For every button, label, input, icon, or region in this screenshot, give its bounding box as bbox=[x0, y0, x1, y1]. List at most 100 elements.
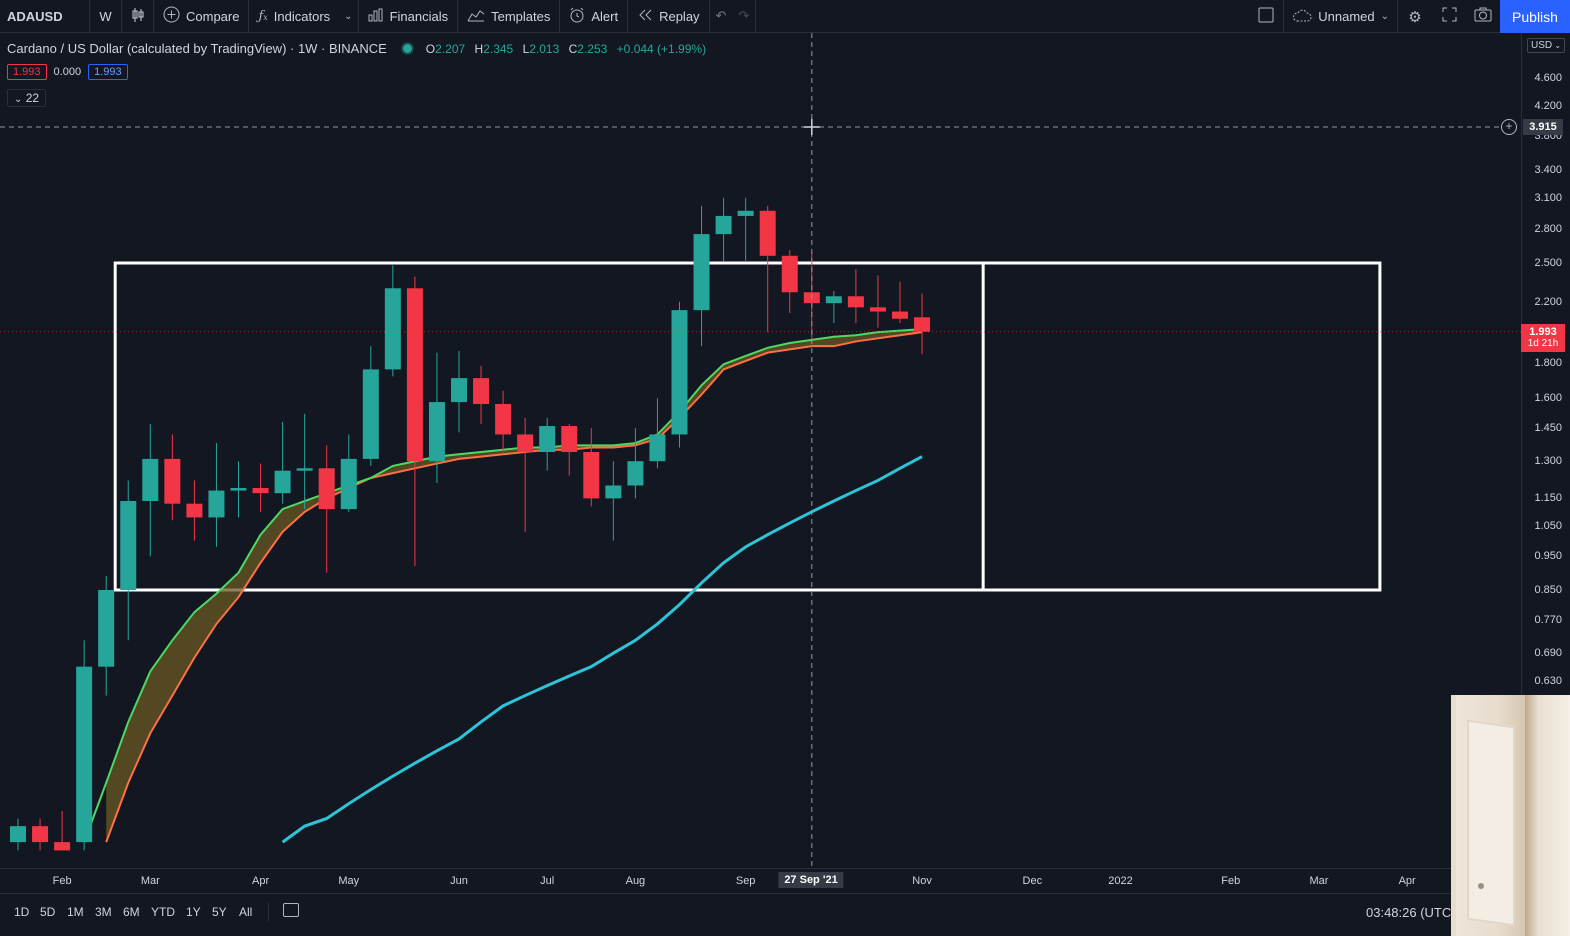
publish-button[interactable]: Publish bbox=[1500, 0, 1570, 33]
layout-button[interactable] bbox=[1249, 0, 1283, 33]
currency-label: USD bbox=[1531, 40, 1553, 51]
alert-button[interactable]: Alert bbox=[560, 0, 629, 33]
chart-legend: Cardano / US Dollar (calculated by Tradi… bbox=[7, 41, 712, 56]
candle-body[interactable] bbox=[605, 485, 622, 499]
publish-label: Publish bbox=[1512, 8, 1558, 25]
candle-body[interactable] bbox=[627, 461, 644, 486]
candle-body[interactable] bbox=[186, 503, 203, 518]
range-button-1m[interactable]: 1M bbox=[67, 905, 84, 919]
divider bbox=[268, 902, 269, 922]
range-button-ytd[interactable]: YTD bbox=[151, 905, 175, 919]
market-status-icon[interactable] bbox=[402, 44, 412, 53]
candle-body[interactable] bbox=[737, 210, 754, 216]
snapshot-button[interactable] bbox=[1466, 0, 1500, 33]
price-chart[interactable] bbox=[0, 33, 1521, 868]
currency-button[interactable]: USD ⌄ bbox=[1527, 38, 1566, 53]
candle-body[interactable] bbox=[451, 378, 467, 403]
candle-body[interactable] bbox=[892, 311, 908, 319]
range-button-5y[interactable]: 5Y bbox=[212, 905, 227, 919]
candle-body[interactable] bbox=[914, 317, 931, 332]
price-tick-label: 1.450 bbox=[1534, 422, 1562, 435]
candle-body[interactable] bbox=[759, 210, 776, 256]
candle-body[interactable] bbox=[539, 426, 556, 453]
price-tick-label: 3.400 bbox=[1534, 163, 1562, 176]
candle-body[interactable] bbox=[362, 369, 379, 459]
range-button-3m[interactable]: 3M bbox=[95, 905, 112, 919]
symbol-title: Cardano / US Dollar (calculated by Tradi… bbox=[7, 41, 387, 56]
fullscreen-icon bbox=[1442, 7, 1457, 26]
range-button-1y[interactable]: 1Y bbox=[186, 905, 201, 919]
bar-countdown: 1d 21h bbox=[1527, 338, 1559, 349]
range-button-all[interactable]: All bbox=[239, 905, 253, 919]
candle-body[interactable] bbox=[98, 590, 115, 667]
candle-body[interactable] bbox=[561, 426, 578, 453]
chevron-down-icon: ⌄ bbox=[1552, 41, 1562, 50]
indicators-collapse-button[interactable]: ⌄ 22 bbox=[7, 89, 47, 107]
financials-button[interactable]: Financials bbox=[359, 0, 459, 33]
redo-button[interactable]: ↷ bbox=[732, 0, 757, 33]
range-button-5d[interactable]: 5D bbox=[40, 905, 56, 919]
time-axis[interactable]: Apr Mar Feb 2022 Dec Nov Sep Aug Jul Jun May Apr Mar… bbox=[0, 868, 1521, 893]
candle-body[interactable] bbox=[583, 452, 600, 499]
price-tick-label: 4.600 bbox=[1534, 72, 1562, 85]
price-tick-label: 0.770 bbox=[1534, 613, 1562, 626]
undo-button[interactable]: ↶ bbox=[710, 0, 733, 33]
cloud-icon bbox=[1292, 9, 1312, 25]
interval-button[interactable]: W bbox=[90, 0, 122, 33]
ema-slow-line[interactable] bbox=[105, 331, 923, 843]
indicators-label: Indicators bbox=[273, 8, 331, 24]
indicator-value-red: 1.993 bbox=[7, 64, 47, 80]
candle-body[interactable] bbox=[318, 468, 335, 510]
rectangle-drawing[interactable] bbox=[113, 261, 1382, 592]
candle-body[interactable] bbox=[781, 255, 798, 293]
compare-button[interactable]: Compare bbox=[154, 0, 250, 33]
indicators-button[interactable]: ƒx Indicators bbox=[249, 0, 339, 33]
candle-body[interactable] bbox=[340, 458, 357, 510]
candle-body[interactable] bbox=[649, 434, 666, 462]
candle-body[interactable] bbox=[406, 288, 423, 462]
indicators-dropdown-button[interactable]: ⌄ bbox=[339, 0, 359, 33]
candle-body[interactable] bbox=[715, 215, 732, 235]
range-button-6m[interactable]: 6M bbox=[123, 905, 140, 919]
candle-body[interactable] bbox=[473, 378, 490, 405]
time-tick-label: Jun bbox=[450, 875, 468, 887]
high-value: 2.345 bbox=[483, 41, 514, 56]
candle-body[interactable] bbox=[230, 488, 247, 491]
candle-body[interactable] bbox=[54, 842, 71, 851]
candle-body[interactable] bbox=[869, 307, 886, 312]
candle-body[interactable] bbox=[10, 826, 26, 843]
candle-body[interactable] bbox=[495, 404, 512, 435]
candle-body[interactable] bbox=[164, 458, 181, 504]
candle-body[interactable] bbox=[208, 490, 225, 518]
candle-body[interactable] bbox=[847, 296, 864, 308]
settings-button[interactable]: ⚙ bbox=[1398, 0, 1432, 33]
time-tick-label: Feb bbox=[52, 875, 72, 887]
candle-body[interactable] bbox=[274, 470, 291, 494]
candle-body[interactable] bbox=[296, 468, 313, 471]
candle-body[interactable] bbox=[76, 666, 93, 843]
go-to-date-icon[interactable] bbox=[283, 903, 299, 917]
current-price-label: 1.993 1d 21h bbox=[1521, 324, 1565, 352]
square-icon bbox=[1258, 7, 1274, 27]
replay-button[interactable]: Replay bbox=[628, 0, 710, 33]
candle-body[interactable] bbox=[517, 434, 534, 453]
utc-clock[interactable]: 03:48:26 (UTC) bbox=[1366, 905, 1456, 920]
range-button-1d[interactable]: 1D bbox=[14, 905, 30, 919]
candle-body[interactable] bbox=[384, 288, 401, 370]
candle-body[interactable] bbox=[252, 488, 269, 494]
candle-body[interactable] bbox=[428, 402, 445, 462]
candle-body[interactable] bbox=[32, 826, 49, 843]
candle-body[interactable] bbox=[671, 310, 688, 435]
fullscreen-button[interactable] bbox=[1432, 0, 1466, 33]
long-moving-average-line[interactable] bbox=[281, 455, 923, 844]
symbol-search-button[interactable]: ADAUSD bbox=[0, 0, 90, 33]
chart-type-button[interactable] bbox=[122, 0, 154, 33]
layout-name-button[interactable]: Unnamed ⌄ bbox=[1283, 0, 1398, 33]
crosshair-date-label: 27 Sep '21 bbox=[778, 872, 844, 888]
add-alert-plus-icon[interactable]: + bbox=[1501, 119, 1517, 135]
candle-body[interactable] bbox=[693, 234, 710, 311]
candle-body[interactable] bbox=[120, 501, 137, 590]
candle-body[interactable] bbox=[142, 458, 159, 502]
candle-body[interactable] bbox=[825, 296, 842, 304]
templates-button[interactable]: Templates bbox=[458, 0, 561, 33]
